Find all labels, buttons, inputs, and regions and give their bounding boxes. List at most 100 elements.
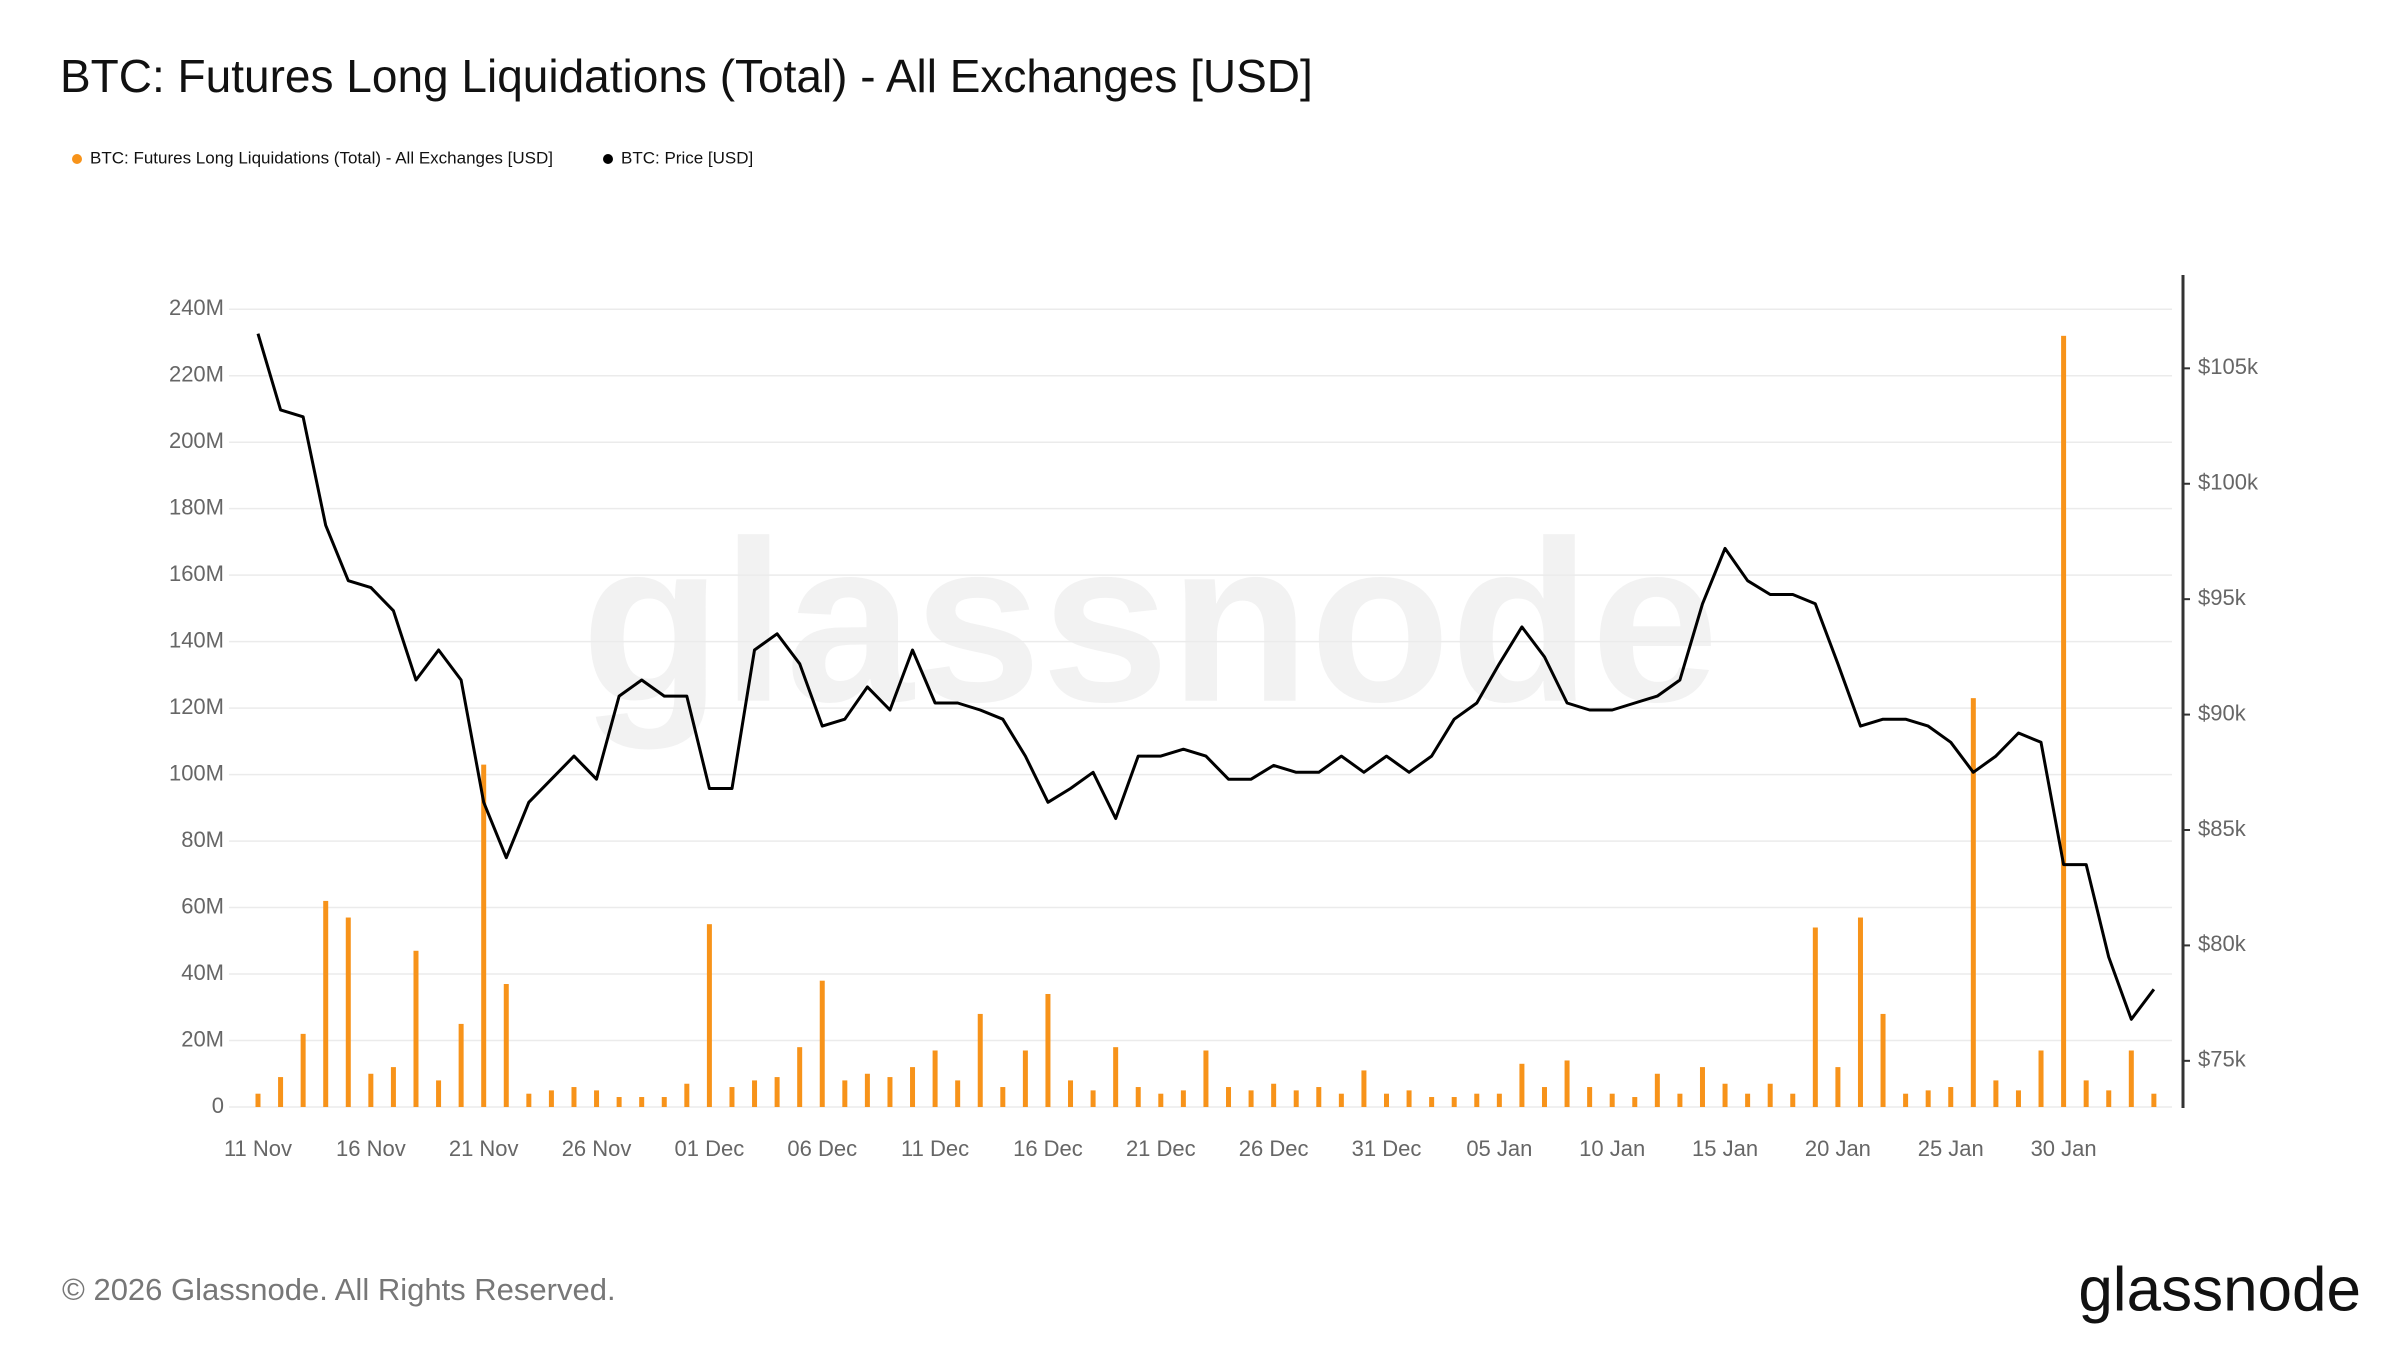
legend-marker [72, 154, 82, 164]
x-tick-label: 30 Jan [2031, 1136, 2097, 1161]
bar [1541, 1087, 1547, 1107]
copyright: © 2026 Glassnode. All Rights Reserved. [62, 1272, 616, 1307]
bar [887, 1077, 893, 1107]
bar [1068, 1080, 1074, 1107]
bar [1903, 1093, 1909, 1107]
bar [774, 1077, 780, 1107]
bar [503, 984, 509, 1107]
bar [977, 1013, 983, 1107]
bar [526, 1093, 532, 1107]
bar [1677, 1093, 1683, 1107]
bar [955, 1080, 961, 1107]
bar [1857, 917, 1863, 1107]
y2-tick-label: $105k [2198, 354, 2259, 379]
bar [729, 1087, 735, 1107]
y-tick-label: 160M [169, 561, 224, 586]
price-line [256, 333, 2156, 1021]
bar [1384, 1093, 1389, 1107]
bar [594, 1090, 600, 1107]
chart-title: BTC: Futures Long Liquidations (Total) -… [60, 50, 1313, 102]
x-tick-label: 10 Jan [1579, 1136, 1645, 1161]
bar [1790, 1093, 1796, 1107]
y2-tick-label: $75k [2198, 1047, 2247, 1072]
bar [345, 917, 351, 1107]
bar [481, 764, 487, 1107]
x-tick-label: 11 Dec [901, 1136, 969, 1161]
bar [548, 1090, 554, 1107]
y2-tick-label: $90k [2198, 700, 2247, 725]
bar [1022, 1050, 1028, 1107]
y-tick-label: 240M [169, 295, 224, 320]
bar [255, 1093, 261, 1107]
bar [1361, 1070, 1367, 1107]
legend-label: BTC: Price [USD] [621, 148, 753, 167]
y2-tick-label: $95k [2198, 585, 2247, 610]
y-tick-label: 60M [181, 893, 224, 918]
bar [1226, 1087, 1232, 1107]
x-tick-label: 01 Dec [675, 1136, 745, 1161]
x-tick-label: 20 Jan [1805, 1136, 1871, 1161]
bar [390, 1067, 396, 1107]
legend-marker [603, 154, 613, 164]
bar [1587, 1087, 1593, 1107]
bar [1158, 1093, 1164, 1107]
bar [819, 980, 825, 1107]
bar [300, 1033, 306, 1107]
bar [706, 924, 712, 1107]
bar [2015, 1090, 2021, 1107]
x-tick-label: 21 Nov [449, 1136, 519, 1161]
bar [2106, 1090, 2112, 1107]
bar [2061, 335, 2067, 1107]
bar [1451, 1097, 1457, 1107]
x-tick-label: 06 Dec [787, 1136, 857, 1161]
y-tick-label: 140M [169, 627, 224, 652]
bar [1880, 1013, 1886, 1107]
bar [752, 1080, 758, 1107]
bar [1699, 1067, 1705, 1107]
bar [1812, 927, 1818, 1107]
y-tick-label: 220M [169, 362, 224, 387]
y-tick-label: 0 [212, 1093, 224, 1118]
y-tick-label: 120M [169, 694, 224, 719]
bar [1722, 1083, 1728, 1107]
y-tick-label: 20M [181, 1026, 224, 1051]
bar [1835, 1067, 1841, 1107]
bar [413, 950, 419, 1107]
x-tick-label: 15 Jan [1692, 1136, 1758, 1161]
bar [616, 1097, 622, 1107]
bar [1474, 1093, 1480, 1107]
bar [571, 1087, 577, 1107]
bar [1316, 1087, 1322, 1107]
x-tick-label: 26 Dec [1239, 1136, 1309, 1161]
bar [910, 1067, 916, 1107]
x-tick-label: 16 Dec [1013, 1136, 1083, 1161]
bar [1767, 1083, 1773, 1107]
bar [1745, 1093, 1751, 1107]
bar [661, 1097, 667, 1107]
x-tick-label: 31 Dec [1352, 1136, 1422, 1161]
x-tick-label: 26 Nov [562, 1136, 632, 1161]
bar [1248, 1090, 1254, 1107]
bar [2151, 1093, 2157, 1107]
x-tick-label: 05 Jan [1466, 1136, 1532, 1161]
bar [458, 1023, 464, 1107]
bar [1632, 1097, 1638, 1107]
bar [1970, 698, 1976, 1107]
bar [1654, 1073, 1660, 1107]
y2-tick-label: $100k [2198, 470, 2259, 495]
bar [1429, 1097, 1435, 1107]
bar [1519, 1063, 1525, 1107]
y2-tick-label: $80k [2198, 931, 2247, 956]
bar [932, 1050, 938, 1107]
bar [1948, 1087, 1954, 1107]
y-tick-label: 100M [169, 760, 224, 785]
bar [436, 1080, 442, 1107]
bar [1090, 1090, 1096, 1107]
bar [1993, 1080, 1999, 1107]
bar [1925, 1090, 1931, 1107]
bar [842, 1080, 848, 1107]
bar [323, 900, 329, 1107]
bar [1000, 1087, 1006, 1107]
y-tick-label: 80M [181, 827, 224, 852]
